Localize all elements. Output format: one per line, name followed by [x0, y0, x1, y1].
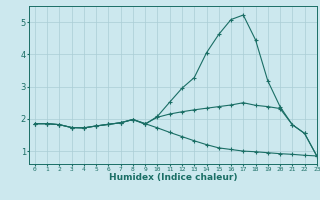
X-axis label: Humidex (Indice chaleur): Humidex (Indice chaleur): [108, 173, 237, 182]
